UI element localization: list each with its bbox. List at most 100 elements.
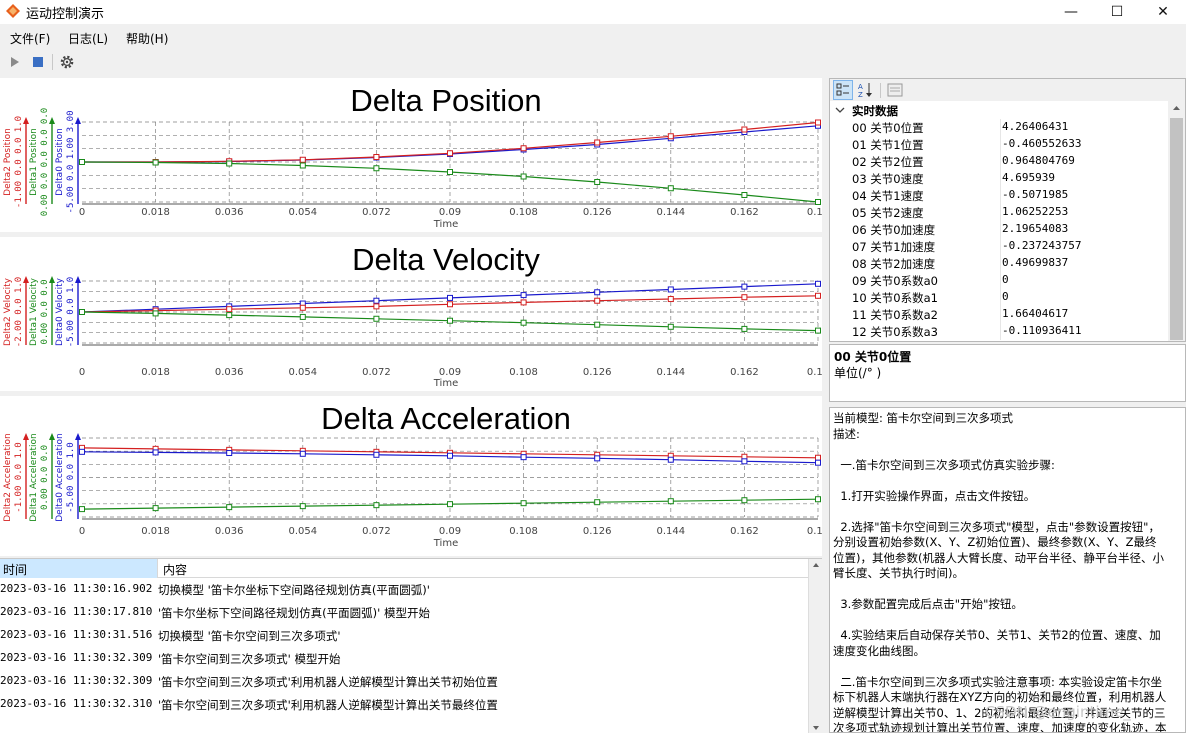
data-point xyxy=(594,455,601,462)
data-point xyxy=(520,500,527,507)
property-name: 08 关节2加速度 xyxy=(852,257,936,271)
property-name: 01 关节1位置 xyxy=(852,138,924,152)
data-point xyxy=(373,303,380,310)
chart-position: Delta Position 0 0.018 0.036 0.054 0.072 0.09 0… xyxy=(0,78,822,232)
property-row[interactable]: 01 关节1位置 -0.460552633 xyxy=(830,136,1168,153)
model-info-text: 当前模型: 笛卡尔空间到三次多项式 描述: 一.笛卡尔空间到三次多项式仿真实验步… xyxy=(833,411,1167,733)
log-row[interactable]: 2023-03-16 11:30:17.810 '笛卡尔坐标下空间路径规划仿真(… xyxy=(0,602,808,625)
data-point xyxy=(299,313,306,320)
stop-button[interactable] xyxy=(28,52,48,72)
data-point xyxy=(152,159,159,166)
data-point xyxy=(741,497,748,504)
log-row[interactable]: 2023-03-16 11:30:32.309 '笛卡尔空间到三次多项式' 模型… xyxy=(0,648,808,671)
minimize-button[interactable]: — xyxy=(1064,4,1078,20)
window-title: 运动控制演示 xyxy=(26,7,105,22)
data-point xyxy=(447,150,453,157)
property-row[interactable]: 00 关节0位置 4.26406431 xyxy=(830,119,1168,136)
property-name: 10 关节0系数a1 xyxy=(852,291,938,305)
y-axis-scale: -5.00 0.0 1.0 xyxy=(66,277,76,347)
column-divider[interactable] xyxy=(157,559,158,578)
x-tick-label: 0.126 xyxy=(583,207,612,218)
log-row[interactable]: 2023-03-16 11:30:32.309 '笛卡尔空间到三次多项式'利用机… xyxy=(0,671,808,694)
y-axis-arrow-icon xyxy=(23,276,29,283)
model-info-panel[interactable]: 当前模型: 笛卡尔空间到三次多项式 描述: 一.笛卡尔空间到三次多项式仿真实验步… xyxy=(829,407,1186,733)
property-name: 06 关节0加速度 xyxy=(852,223,936,237)
property-grid-scrollbar[interactable] xyxy=(1168,101,1185,341)
property-row[interactable]: 10 关节0系数a1 0 xyxy=(830,289,1168,306)
data-point xyxy=(741,325,748,332)
toolbar-separator xyxy=(880,83,881,98)
chart-svg: Delta Velocity 0 0.018 0.036 0.054 0.072 0.09 0… xyxy=(3,242,822,389)
property-name: 02 关节2位置 xyxy=(852,155,924,169)
property-divider xyxy=(1000,238,1001,255)
menu-log[interactable]: 日志(L) xyxy=(68,32,109,46)
data-point xyxy=(79,448,85,455)
x-tick-label: 0 xyxy=(79,207,85,218)
property-divider xyxy=(1000,170,1001,187)
data-point xyxy=(594,289,601,296)
x-tick-label: 0.09 xyxy=(439,526,461,537)
data-point xyxy=(520,173,527,180)
y-axis-arrow-icon xyxy=(49,433,55,440)
property-grid-toolbar: A Z xyxy=(830,79,1185,101)
maximize-button[interactable]: ☐ xyxy=(1110,4,1124,20)
data-point xyxy=(226,450,233,457)
data-point xyxy=(815,280,821,287)
menu-help[interactable]: 帮助(H) xyxy=(126,32,169,46)
category-row[interactable]: 实时数据 xyxy=(830,102,1168,119)
property-row[interactable]: 08 关节2加速度 0.49699837 xyxy=(830,255,1168,272)
y-axis-label: Delta2 Acceleration xyxy=(3,433,13,522)
property-row[interactable]: 06 关节0加速度 2.19654083 xyxy=(830,221,1168,238)
close-button[interactable]: ✕ xyxy=(1157,4,1169,20)
data-point xyxy=(667,296,674,303)
y-axis-label: Delta0 Acceleration xyxy=(55,433,65,522)
property-row[interactable]: 03 关节0速度 4.695939 xyxy=(830,170,1168,187)
property-pages-button[interactable] xyxy=(885,80,905,100)
log-row[interactable]: 2023-03-16 11:30:32.310 '笛卡尔空间到三次多项式'利用机… xyxy=(0,694,808,717)
log-row[interactable]: 2023-03-16 11:30:16.902 切换模型 '笛卡尔坐标下空间路径… xyxy=(0,579,808,602)
property-row[interactable]: 07 关节1加速度 -0.237243757 xyxy=(830,238,1168,255)
data-point xyxy=(815,496,821,503)
property-description: 00 关节0位置 单位(/° ) xyxy=(829,344,1186,402)
data-point xyxy=(815,327,821,334)
x-tick-label: 0.108 xyxy=(509,526,538,537)
property-divider xyxy=(1000,272,1001,289)
data-point xyxy=(520,454,527,461)
data-point xyxy=(815,292,821,299)
data-point xyxy=(520,319,527,326)
y-axis-label: Delta1 Acceleration xyxy=(29,433,39,522)
data-point xyxy=(373,451,380,458)
data-point xyxy=(594,499,601,506)
x-axis-label: Time xyxy=(433,378,458,389)
data-point xyxy=(226,160,233,167)
property-row[interactable]: 12 关节0系数a3 -0.110936411 xyxy=(830,323,1168,340)
data-point xyxy=(741,283,748,290)
x-axis-label: Time xyxy=(433,219,458,230)
settings-button[interactable] xyxy=(57,52,77,72)
log-scrollbar[interactable] xyxy=(808,559,822,733)
data-point xyxy=(79,159,85,165)
log-header-time-cell[interactable] xyxy=(0,559,157,578)
y-axis-arrow-icon xyxy=(23,433,29,440)
charts-area: Delta Position 0 0.018 0.036 0.054 0.072 0.09 0… xyxy=(0,78,822,556)
alphabetical-button[interactable]: A Z xyxy=(856,80,876,100)
x-tick-label: 0.162 xyxy=(730,526,759,537)
property-row[interactable]: 05 关节2速度 1.06252253 xyxy=(830,204,1168,221)
property-row[interactable]: 09 关节0系数a0 0 xyxy=(830,272,1168,289)
property-value: -0.460552633 xyxy=(1002,137,1082,150)
data-point xyxy=(299,156,306,163)
menu-file[interactable]: 文件(F) xyxy=(10,32,51,46)
categorized-button[interactable] xyxy=(833,80,853,100)
sort-az-icon: A Z xyxy=(858,83,872,99)
property-row[interactable]: 04 关节1速度 -0.5071985 xyxy=(830,187,1168,204)
play-icon xyxy=(11,57,19,67)
property-row[interactable]: 02 关节2位置 0.964804769 xyxy=(830,153,1168,170)
property-value: 0 xyxy=(1002,290,1009,303)
log-row[interactable]: 2023-03-16 11:30:31.516 切换模型 '笛卡尔空间到三次多项… xyxy=(0,625,808,648)
data-point xyxy=(520,145,527,152)
x-tick-label: 0.108 xyxy=(509,367,538,378)
log-content: '笛卡尔坐标下空间路径规划仿真(平面圆弧)' 模型开始 xyxy=(158,606,430,620)
property-row[interactable]: 11 关节0系数a2 1.66404617 xyxy=(830,306,1168,323)
log-table: 时间 内容 2023-03-16 11:30:16.902 切换模型 '笛卡尔坐… xyxy=(0,558,822,733)
play-button[interactable] xyxy=(5,52,25,72)
